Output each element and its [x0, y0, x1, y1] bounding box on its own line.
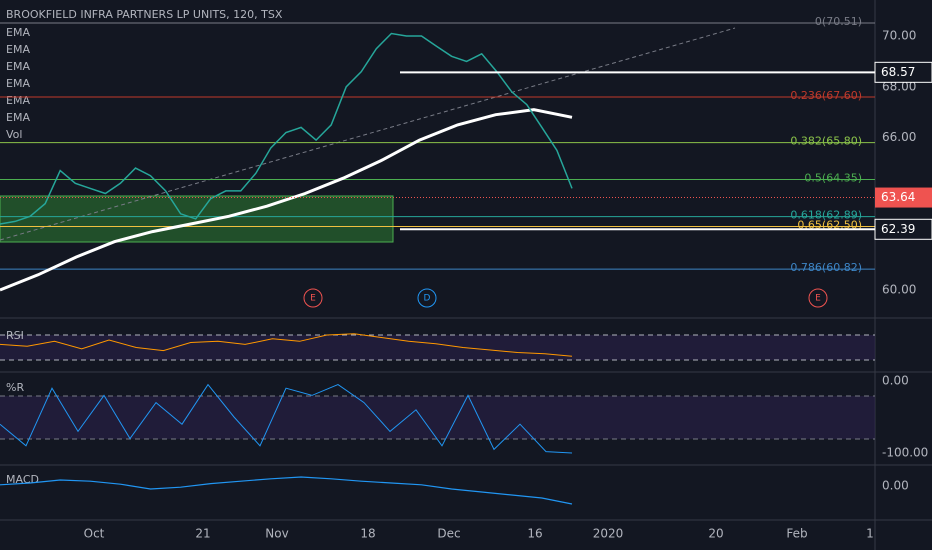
price-tag: [874, 218, 932, 240]
indicator-label: EMA: [6, 77, 30, 90]
indicator-label: EMA: [6, 26, 30, 39]
pane-label: %R: [6, 381, 24, 394]
time-tick-label: 16: [527, 527, 542, 541]
price-tag: [874, 61, 932, 83]
wr-tick-label: -100.00: [882, 446, 928, 460]
rsi-line: [0, 333, 573, 357]
time-tick-label: 20: [708, 527, 723, 541]
wr-tick-label: 0.00: [882, 374, 909, 388]
time-tick-label: 18: [360, 527, 375, 541]
indicator-label: EMA: [6, 43, 30, 56]
price-tag-label: 63.64: [881, 190, 915, 204]
rsi-band: [0, 335, 875, 360]
fib-label: 0.786(60.82): [790, 261, 862, 274]
event-marker: [417, 288, 437, 308]
time-tick-label: Nov: [265, 527, 288, 541]
time-tick-label: 2020: [593, 527, 624, 541]
price-tick-label: 60.00: [882, 283, 916, 297]
event-marker: [303, 288, 323, 308]
price-tick-label: 66.00: [882, 130, 916, 144]
price-tick-label: 70.00: [882, 29, 916, 43]
wr-band: [0, 396, 875, 439]
event-label: E: [815, 294, 821, 304]
indicator-label: EMA: [6, 111, 30, 124]
fib-label: 0.65(62.50): [797, 219, 862, 232]
price-tag-label: 62.39: [881, 222, 915, 236]
fib-label: 0.236(67.60): [790, 89, 862, 102]
time-tick-label: Oct: [84, 527, 105, 541]
chart-title: BROOKFIELD INFRA PARTNERS LP UNITS, 120,…: [6, 8, 283, 21]
pane-label: RSI: [6, 329, 24, 342]
time-tick-label: Dec: [437, 527, 460, 541]
fib-label: 0.5(64.35): [804, 172, 862, 185]
time-tick-label: 1: [866, 527, 874, 541]
macd-line: [0, 476, 573, 505]
macd-tick-label: 0.00: [882, 479, 909, 493]
event-label: E: [310, 294, 316, 304]
fib-trend-line: [0, 27, 736, 241]
event-label: D: [424, 294, 431, 304]
wr-line: [0, 383, 573, 454]
fib-label: 0(70.51): [815, 15, 862, 28]
fib-label: 0.618(62.89): [790, 209, 862, 222]
price-tag-label: 68.57: [881, 65, 915, 79]
indicator-label: Vol: [6, 128, 22, 141]
fib-label: 0.382(65.80): [790, 135, 862, 148]
time-tick-label: Feb: [786, 527, 807, 541]
indicator-label: EMA: [6, 60, 30, 73]
time-tick-label: 21: [195, 527, 210, 541]
event-marker: [808, 288, 828, 308]
ema-line: [0, 108, 573, 292]
price-tag: [875, 187, 932, 208]
indicator-label: EMA: [6, 94, 30, 107]
price-line: [0, 32, 573, 225]
